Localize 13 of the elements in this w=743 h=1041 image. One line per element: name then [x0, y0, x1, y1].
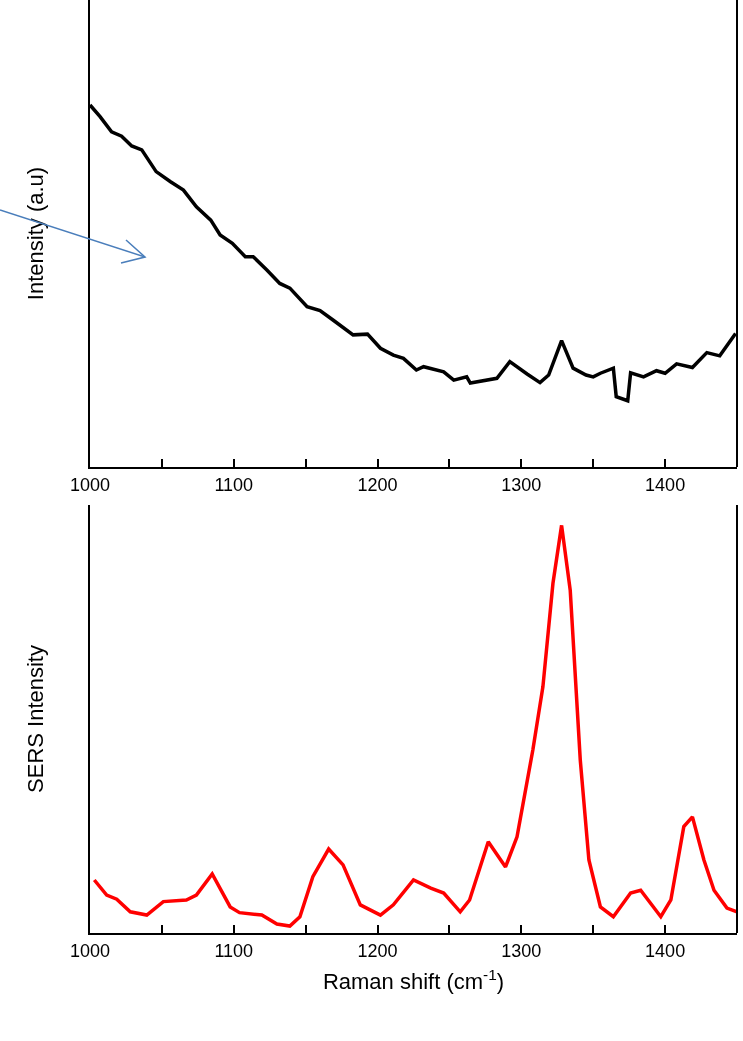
x-tick-label: 1400 [645, 474, 686, 495]
x-tick-label: 1200 [357, 474, 398, 495]
x-tick-label: 1000 [69, 940, 111, 961]
x-tick-label: 1300 [501, 474, 542, 495]
x-tick-label: 1300 [501, 940, 542, 961]
x-axis-title: Raman shift (cm$^{-1}$) [322, 965, 505, 994]
y-axis-title: SERS Intensity [23, 645, 49, 793]
x-tick-label: 1100 [214, 474, 254, 495]
x-tick-label: 1100 [214, 940, 254, 961]
x-tick-label: 1400 [645, 940, 686, 961]
x-tick-label: 1200 [357, 940, 398, 961]
y-axis-title: Intensity (a.u) [23, 166, 49, 301]
x-tick-label: 1000 [69, 474, 111, 495]
